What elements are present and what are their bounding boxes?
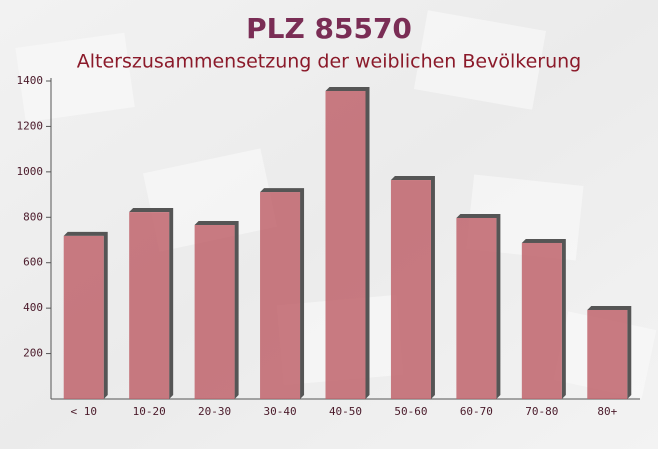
- bar: [390, 180, 431, 399]
- bar: [456, 217, 497, 399]
- bar: [260, 192, 301, 399]
- chart-title: PLZ 85570: [246, 12, 412, 45]
- chart-subtitle: Alterszusammensetzung der weiblichen Bev…: [77, 51, 581, 73]
- y-tick-label: 1400: [17, 74, 44, 87]
- bar: [129, 212, 170, 399]
- x-tick-label: 70-80: [525, 405, 558, 418]
- y-tick-label: 1200: [17, 119, 44, 132]
- bar: [587, 309, 628, 399]
- y-tick-label: 200: [23, 347, 43, 360]
- y-tick-label: 1000: [17, 165, 44, 178]
- bar: [194, 225, 235, 399]
- y-tick-label: 400: [23, 301, 43, 314]
- x-tick-label: 50-60: [394, 405, 427, 418]
- x-tick-label: 60-70: [460, 405, 493, 418]
- x-tick-label: < 10: [70, 405, 97, 418]
- bar: [325, 90, 366, 399]
- y-tick-label: 800: [23, 210, 43, 223]
- x-tick-label: 40-50: [329, 405, 362, 418]
- x-tick-label: 30-40: [263, 405, 296, 418]
- bar: [521, 242, 562, 399]
- x-tick-label: 10-20: [133, 405, 166, 418]
- x-tick-label: 80+: [597, 405, 617, 418]
- y-tick-label: 600: [23, 256, 43, 269]
- x-tick-label: 20-30: [198, 405, 231, 418]
- bar: [63, 235, 104, 399]
